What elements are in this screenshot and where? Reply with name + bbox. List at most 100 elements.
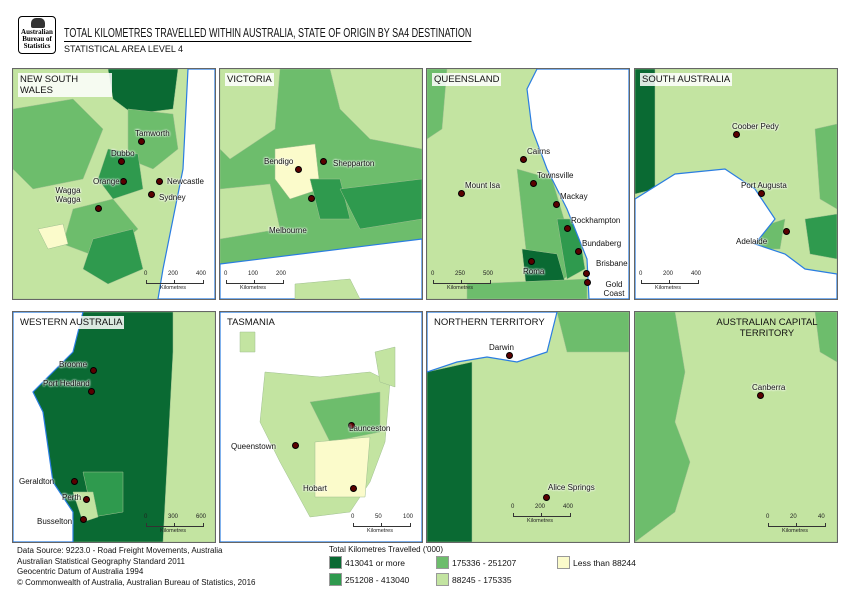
- city-marker: [783, 228, 790, 235]
- scale-tick-label: 400: [196, 271, 207, 277]
- source-notes: Data Source: 9223.0 - Road Freight Movem…: [17, 546, 255, 588]
- city-marker: [758, 190, 765, 197]
- city-label: Broome: [59, 360, 88, 369]
- city-label: Perth: [62, 493, 82, 502]
- panel-title: VICTORIA: [225, 73, 274, 86]
- scale-tick-label: 0: [224, 271, 228, 277]
- legend-label: 175336 - 251207: [452, 557, 517, 568]
- city-marker: [506, 352, 513, 359]
- sa4-region: [556, 312, 629, 353]
- scale-tick-label: 100: [248, 271, 259, 277]
- panel-title: SOUTH AUSTRALIA: [640, 73, 733, 86]
- region-map: [220, 69, 422, 299]
- city-marker: [308, 195, 315, 202]
- city-label: Mackay: [560, 192, 588, 201]
- abs-logo: Australian Bureau of Statistics: [18, 16, 56, 54]
- scale-unit: Kilometres: [782, 528, 808, 534]
- region-map: [635, 69, 837, 299]
- sa4-region: [427, 361, 473, 542]
- sa4-region: [814, 123, 837, 210]
- city-label: Brisbane: [596, 259, 628, 268]
- region-map: [13, 312, 215, 542]
- city-label: Hobart: [303, 484, 328, 493]
- city-label: Roma: [523, 267, 545, 276]
- city-label: Port Hedland: [43, 379, 90, 388]
- sa4-region: [220, 183, 281, 240]
- city-marker: [553, 201, 560, 208]
- scale-unit: Kilometres: [447, 285, 473, 291]
- legend-label: 88245 - 175335: [452, 574, 512, 585]
- scale-tick-label: 0: [511, 504, 515, 510]
- city-label: Mount Isa: [465, 181, 501, 190]
- scale-tick-label: 600: [196, 514, 207, 520]
- region-map: [220, 312, 422, 542]
- scale-unit: Kilometres: [160, 285, 186, 291]
- scale-tick-label: 200: [168, 271, 179, 277]
- map-panel-victoria: VICTORIA Bendigo Shepparton Melbourne 0 100…: [219, 68, 423, 300]
- city-marker: [575, 248, 582, 255]
- city-marker: [564, 225, 571, 232]
- water-area: [220, 238, 422, 299]
- city-label: Gold Coast: [603, 280, 625, 298]
- scale-tick-label: 200: [276, 271, 287, 277]
- panel-title: AUSTRALIAN CAPITAL TERRITORY: [716, 317, 818, 339]
- legend-label: 413041 or more: [345, 557, 406, 568]
- legend-swatch: [557, 556, 570, 569]
- city-marker: [530, 180, 537, 187]
- city-marker: [292, 442, 299, 449]
- sa4-region: [97, 148, 144, 200]
- region-map: [427, 312, 629, 542]
- scale-tick-label: 400: [691, 271, 702, 277]
- sa4-region: [107, 69, 179, 115]
- scale-tick-label: 200: [535, 504, 546, 510]
- sa4-region: [309, 391, 381, 443]
- panel-title: TASMANIA: [225, 316, 277, 329]
- city-marker: [88, 388, 95, 395]
- city-marker: [350, 485, 357, 492]
- scale-tick-label: 300: [168, 514, 179, 520]
- region-map: [13, 69, 215, 299]
- city-marker: [80, 516, 87, 523]
- city-label: Newcastle: [167, 177, 204, 186]
- city-marker: [138, 138, 145, 145]
- water-area: [635, 168, 837, 299]
- city-label: Orange: [93, 177, 120, 186]
- map-title: TOTAL KILOMETRES TRAVELLED WITHIN AUSTRA…: [64, 26, 472, 42]
- source-line: Data Source: 9223.0 - Road Freight Movem…: [17, 546, 223, 555]
- city-label: Canberra: [752, 383, 786, 392]
- map-panel-queensland: QUEENSLAND Cairns Mount Isa Townsville Macka…: [426, 68, 630, 300]
- sa4-region: [635, 312, 837, 542]
- legend-swatch: [329, 556, 342, 569]
- legend-item: 251208 - 413040: [329, 573, 409, 586]
- city-label: Launceston: [349, 424, 391, 433]
- city-marker: [584, 279, 591, 286]
- water-area: [13, 312, 84, 542]
- city-marker: [757, 392, 764, 399]
- scale-unit: Kilometres: [527, 518, 553, 524]
- scale-tick-label: 500: [483, 271, 494, 277]
- scale-tick-label: 0: [144, 271, 148, 277]
- legend-item: 88245 - 175335: [436, 573, 512, 586]
- city-marker: [348, 422, 355, 429]
- sa4-region: [239, 331, 256, 353]
- city-marker: [71, 478, 78, 485]
- sa4-region: [72, 491, 99, 523]
- panel-title: NORTHERN TERRITORY: [432, 316, 547, 329]
- sa4-region: [427, 312, 629, 542]
- region-map: [635, 312, 837, 542]
- map-panel-northern-territory: NORTHERN TERRITORY Darwin Alice Springs 0 …: [426, 311, 630, 543]
- scale-tick-label: 0: [766, 514, 770, 520]
- sa4-region: [466, 278, 588, 299]
- scale-tick-label: 400: [563, 504, 574, 510]
- city-marker: [118, 158, 125, 165]
- sa4-region: [339, 178, 422, 230]
- sa4-region: [814, 312, 837, 363]
- scale-tick-label: 0: [639, 271, 643, 277]
- sa4-region: [804, 213, 837, 260]
- city-marker: [156, 178, 163, 185]
- map-panel-tasmania: TASMANIA Launceston Queenstown Hobart 0 50 …: [219, 311, 423, 543]
- city-label: Dubbo: [111, 149, 135, 158]
- sa4-region: [374, 346, 396, 388]
- city-label: Rockhampton: [571, 216, 621, 225]
- source-line: Australian Statistical Geography Standar…: [17, 556, 185, 566]
